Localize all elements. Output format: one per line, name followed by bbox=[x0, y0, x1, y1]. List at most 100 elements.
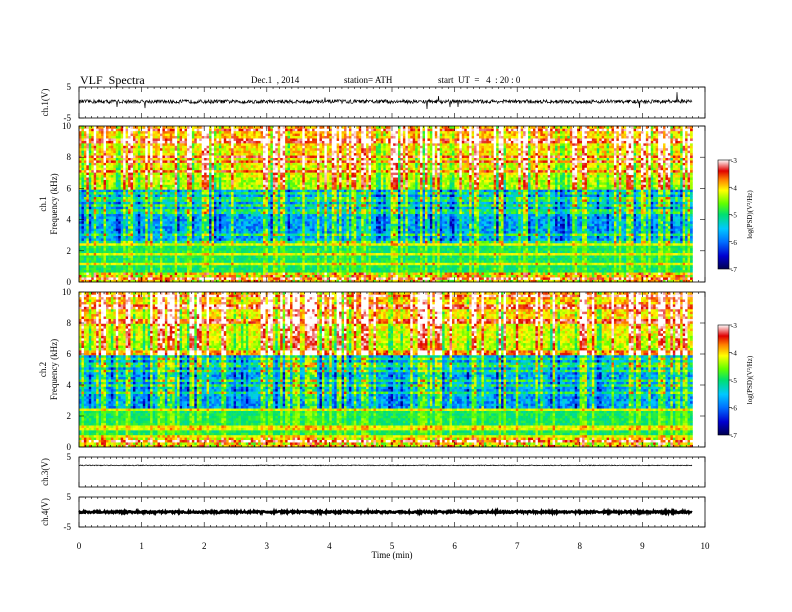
ch1-heatmap-cell bbox=[108, 167, 111, 170]
ch1-heatmap-cell bbox=[81, 216, 84, 219]
ch1-heatmap-cell bbox=[79, 202, 82, 205]
ch1-heatmap-cell bbox=[128, 255, 131, 258]
ch1-heatmap-cell bbox=[229, 185, 232, 188]
ch1-heatmap-cell bbox=[246, 224, 249, 227]
ch1-heatmap-cell bbox=[99, 148, 102, 151]
ch1-heatmap-cell bbox=[231, 148, 234, 151]
ch1-heatmap-cell bbox=[246, 233, 249, 236]
ch1-heatmap-cell bbox=[214, 253, 217, 256]
ch1-heatmap-cell bbox=[99, 153, 102, 156]
ch1-heatmap-cell bbox=[143, 275, 146, 278]
ch1-heatmap-cell bbox=[106, 267, 109, 270]
ch1-heatmap-cell bbox=[81, 138, 84, 141]
ch1-heatmap-cell bbox=[89, 221, 92, 224]
ch1-heatmap-cell bbox=[258, 272, 261, 275]
ch1-heatmap-cell bbox=[158, 204, 161, 207]
ch1-heatmap-cell bbox=[194, 136, 197, 139]
ch1-heatmap-cell bbox=[248, 255, 251, 258]
ch1-heatmap-cell bbox=[133, 133, 136, 136]
ch1-heatmap-cell bbox=[89, 233, 92, 236]
ch1-heatmap-cell bbox=[216, 141, 219, 144]
ch1-heatmap-cell bbox=[143, 231, 146, 234]
ch1-heatmap-cell bbox=[192, 177, 195, 180]
ch1-heatmap-cell bbox=[219, 265, 222, 268]
ch1-heatmap-cell bbox=[162, 165, 165, 168]
ch1-heatmap-cell bbox=[158, 158, 161, 161]
ch1-heatmap-cell bbox=[204, 133, 207, 136]
ch1-heatmap-cell bbox=[202, 209, 205, 212]
ch1-heatmap-cell bbox=[116, 197, 119, 200]
ch1-heatmap-cell bbox=[216, 197, 219, 200]
ch1-heatmap-cell bbox=[121, 175, 124, 178]
ch1-heatmap-cell bbox=[212, 255, 215, 258]
ch1-heatmap-cell bbox=[234, 158, 237, 161]
ch1-heatmap-cell bbox=[243, 172, 246, 175]
ch1-heatmap-cell bbox=[207, 148, 210, 151]
ch1-heatmap-cell bbox=[202, 265, 205, 268]
ch1-heatmap-cell bbox=[243, 153, 246, 156]
ch1-heatmap-cell bbox=[81, 206, 84, 209]
ch1-heatmap-cell bbox=[241, 172, 244, 175]
ch1-heatmap-cell bbox=[108, 170, 111, 173]
ch1-heatmap-cell bbox=[148, 260, 151, 263]
ch1-heatmap-cell bbox=[111, 126, 114, 129]
ch1-heatmap-cell bbox=[113, 224, 116, 227]
ch1-heatmap-cell bbox=[189, 194, 192, 197]
ch1-heatmap-cell bbox=[197, 250, 200, 253]
ch1-heatmap-cell bbox=[226, 241, 229, 244]
ch1-heatmap-cell bbox=[158, 197, 161, 200]
ch1-heatmap-cell bbox=[214, 209, 217, 212]
ch1-heatmap-cell bbox=[212, 228, 215, 231]
ch1-heatmap-cell bbox=[202, 214, 205, 217]
ch1-heatmap-cell bbox=[202, 167, 205, 170]
ch1-heatmap-cell bbox=[172, 245, 175, 248]
ch1-heatmap-cell bbox=[145, 197, 148, 200]
ch1-heatmap-cell bbox=[94, 153, 97, 156]
ch1-heatmap-cell bbox=[224, 167, 227, 170]
ch1-heatmap-cell bbox=[180, 206, 183, 209]
ch1-heatmap-cell bbox=[113, 231, 116, 234]
ch1-heatmap-cell bbox=[167, 231, 170, 234]
ch1-heatmap-cell bbox=[175, 155, 178, 158]
ch1-heatmap-cell bbox=[128, 167, 131, 170]
ch1-heatmap-cell bbox=[104, 194, 107, 197]
ch1-heatmap-cell bbox=[243, 194, 246, 197]
ch1-heatmap-cell bbox=[135, 153, 138, 156]
ch1-heatmap-cell bbox=[251, 192, 254, 195]
ch1-heatmap-cell bbox=[177, 153, 180, 156]
ch1-heatmap-cell bbox=[121, 228, 124, 231]
ch1-heatmap-cell bbox=[187, 228, 190, 231]
ch1-heatmap-cell bbox=[180, 231, 183, 234]
ch1-heatmap-cell bbox=[216, 253, 219, 256]
ch1-heatmap-cell bbox=[243, 141, 246, 144]
ch1-heatmap-cell bbox=[236, 136, 239, 139]
ch1-heatmap-cell bbox=[192, 204, 195, 207]
ch1-heatmap-cell bbox=[128, 148, 131, 151]
ch1-heatmap-cell bbox=[202, 224, 205, 227]
ch1-heatmap-cell bbox=[165, 250, 168, 253]
ch1-heatmap-cell bbox=[170, 189, 173, 192]
ch1-heatmap-cell bbox=[106, 199, 109, 202]
ch1-heatmap-cell bbox=[86, 216, 89, 219]
ch1-heatmap-cell bbox=[108, 155, 111, 158]
ch1-heatmap-cell bbox=[180, 138, 183, 141]
ch1-heatmap-cell bbox=[202, 192, 205, 195]
ch1-heatmap-cell bbox=[256, 233, 259, 236]
ch1-heatmap-cell bbox=[172, 253, 175, 256]
ch1-heatmap-cell bbox=[131, 277, 134, 280]
ch1-heatmap-cell bbox=[121, 163, 124, 166]
ch1-heatmap-cell bbox=[126, 216, 129, 219]
ch1-heatmap-cell bbox=[236, 216, 239, 219]
ch1-heatmap-cell bbox=[140, 270, 143, 273]
ch1-heatmap-cell bbox=[160, 146, 163, 149]
ch1-heatmap-cell bbox=[236, 241, 239, 244]
ch1-heatmap-cell bbox=[81, 182, 84, 185]
ch1-heatmap-cell bbox=[209, 187, 212, 190]
ch1-heatmap-cell bbox=[251, 158, 254, 161]
ch1-heatmap-cell bbox=[261, 216, 264, 219]
ch1-heatmap-cell bbox=[185, 221, 188, 224]
ch1-heatmap-cell bbox=[226, 141, 229, 144]
ch1-heatmap-cell bbox=[219, 138, 222, 141]
ch1-heatmap-cell bbox=[153, 133, 156, 136]
ch1-heatmap-cell bbox=[172, 231, 175, 234]
